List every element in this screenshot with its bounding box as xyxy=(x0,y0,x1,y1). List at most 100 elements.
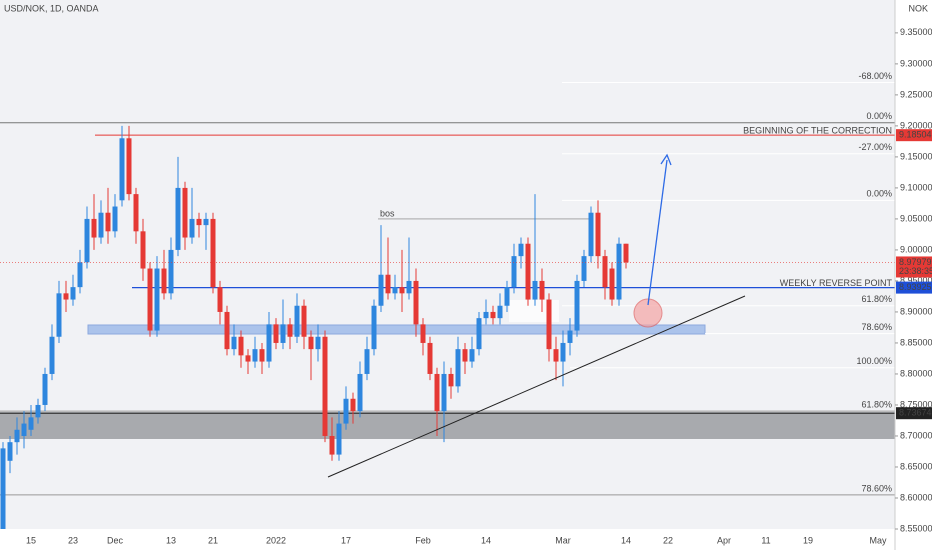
candle-body xyxy=(245,355,251,362)
demand-zone xyxy=(87,324,706,335)
candle-body xyxy=(462,349,468,362)
candle-body xyxy=(350,398,356,412)
y-tick-label: 8.60000 xyxy=(900,492,932,502)
candle-body xyxy=(525,243,531,300)
candle-body xyxy=(588,212,594,257)
candle-body xyxy=(196,218,202,226)
chart-title: USD/NOK, 1D, OANDA xyxy=(4,3,99,13)
x-tick-label: 2022 xyxy=(266,535,286,545)
candle-body xyxy=(35,404,41,418)
candle-body xyxy=(357,373,363,412)
y-tick-label: 8.75000 xyxy=(900,399,932,409)
candle-body xyxy=(105,212,111,232)
y-tick-label: 9.20000 xyxy=(900,120,932,130)
plot-layer xyxy=(0,81,895,529)
x-tick-label: 15 xyxy=(26,535,36,545)
candle-body xyxy=(511,256,517,288)
x-tick-label: Apr xyxy=(717,535,731,545)
y-tick-label: 8.95000 xyxy=(900,275,932,285)
candle-body xyxy=(287,324,293,337)
price-badge xyxy=(896,256,932,278)
price-badge xyxy=(896,129,932,142)
candle-body xyxy=(238,336,244,356)
currency-label: NOK xyxy=(908,3,928,13)
y-tick-label: 8.65000 xyxy=(900,461,932,471)
candle-body xyxy=(308,336,314,350)
candle-body xyxy=(602,256,608,288)
price-badge-label: 8.93925 xyxy=(899,282,932,292)
candle-body xyxy=(133,194,139,232)
candle-body xyxy=(112,206,118,232)
candle-body xyxy=(91,218,97,238)
candle-body xyxy=(539,280,545,300)
fib-label: 78.60% xyxy=(861,483,892,493)
candle-body xyxy=(294,305,300,337)
candle-body xyxy=(399,287,405,294)
candle-body xyxy=(154,268,160,331)
candle-body xyxy=(329,435,335,455)
x-tick-label: May xyxy=(869,535,887,545)
y-tick-label: 8.85000 xyxy=(900,337,932,347)
candle-body xyxy=(217,287,223,312)
candle-body xyxy=(203,218,209,226)
candle-body xyxy=(14,429,20,443)
y-tick-label: 9.00000 xyxy=(900,244,932,254)
candle-body xyxy=(532,280,538,300)
x-tick-label: 19 xyxy=(803,535,813,545)
candle-body xyxy=(63,293,69,300)
candle-body xyxy=(392,287,398,294)
candle-body xyxy=(623,243,629,263)
candle-body xyxy=(84,218,90,263)
candle-body xyxy=(42,373,48,405)
level-text: WEEKLY REVERSE POINT xyxy=(780,278,893,288)
candle-body xyxy=(119,138,125,201)
candle-body xyxy=(259,349,265,362)
candle-body xyxy=(322,336,328,436)
candle-body xyxy=(385,274,391,294)
candle-body xyxy=(315,336,321,350)
fib-label: 61.80% xyxy=(861,400,892,410)
candle-body xyxy=(504,287,510,306)
fib-label: -27.00% xyxy=(858,142,892,152)
candle-body xyxy=(175,187,181,250)
x-tick-label: 23 xyxy=(68,535,78,545)
x-tick-label: 22 xyxy=(663,535,673,545)
candle-body xyxy=(427,342,433,374)
candle-body xyxy=(147,268,153,331)
level-text: BEGINNING OF THE CORRECTION xyxy=(743,126,892,136)
candle-body xyxy=(49,336,55,374)
candle-body xyxy=(406,280,412,294)
y-tick-label: 8.70000 xyxy=(900,430,932,440)
candle-body xyxy=(616,243,622,300)
candle-body xyxy=(378,274,384,306)
candle-body xyxy=(336,423,342,455)
candle-body xyxy=(266,324,272,362)
candle-body xyxy=(497,305,503,319)
candle-body xyxy=(0,448,6,529)
candle-body xyxy=(560,342,566,362)
x-tick-label: Feb xyxy=(415,535,431,545)
y-tick-label: 9.35000 xyxy=(900,27,932,37)
price-badge-label: 9.18504 xyxy=(899,130,932,140)
bos-label: bos xyxy=(380,208,395,218)
candle-body xyxy=(224,311,230,350)
y-tick-label: 8.55000 xyxy=(900,523,932,533)
target-circle xyxy=(633,298,663,328)
y-tick-label: 8.80000 xyxy=(900,368,932,378)
candle-body xyxy=(343,398,349,424)
candle-body xyxy=(28,417,34,430)
candle-body xyxy=(595,212,601,257)
candle-body xyxy=(126,138,132,195)
fib-label: -68.00% xyxy=(858,71,892,81)
candle-body xyxy=(70,287,76,300)
x-tick-label: 14 xyxy=(621,535,631,545)
candle-body xyxy=(448,373,454,387)
y-tick-label: 9.30000 xyxy=(900,58,932,68)
fib-label: 0.00% xyxy=(866,189,892,199)
candle-body xyxy=(483,311,489,319)
candle-body xyxy=(441,373,447,412)
candle-body xyxy=(168,249,174,294)
time-axis xyxy=(0,529,895,550)
